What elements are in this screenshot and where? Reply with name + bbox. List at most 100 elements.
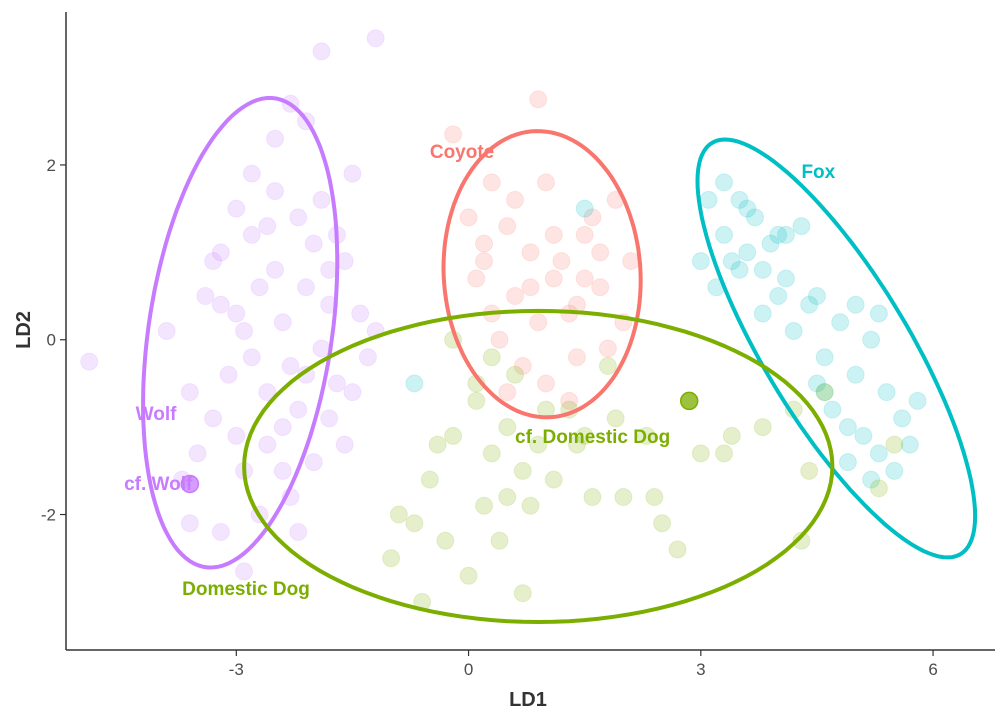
domestic-dog-point <box>792 531 811 550</box>
coyote-point <box>482 173 501 192</box>
cf-domestic-dog-label: cf. Domestic Dog <box>515 427 670 448</box>
domestic-dog-point <box>428 435 447 454</box>
coyote-point <box>498 217 517 236</box>
coyote-point <box>575 269 594 288</box>
fox-point <box>738 243 757 262</box>
fox-point <box>722 252 741 271</box>
domestic-dog-point <box>498 418 517 437</box>
wolf-point <box>250 278 269 297</box>
wolf-point <box>327 374 346 393</box>
y-tick-label: 2 <box>47 156 56 175</box>
wolf-label: Wolf <box>136 404 177 425</box>
domestic-dog-point <box>436 531 455 550</box>
fox-point <box>831 313 850 332</box>
cf-wolf-label: cf. Wolf <box>124 474 193 495</box>
coyote-point <box>475 234 494 253</box>
coyote-point <box>529 90 548 109</box>
coyote-point <box>560 391 579 410</box>
wolf-point <box>289 523 308 542</box>
domestic-dog-point <box>382 549 401 568</box>
domestic-dog-point <box>606 409 625 428</box>
fox-point <box>769 225 788 244</box>
domestic-dog-point <box>389 505 408 524</box>
x-tick-label: -3 <box>229 660 244 679</box>
fox-point <box>792 217 811 236</box>
fox-point <box>807 287 826 306</box>
domestic-dog-point <box>753 418 772 437</box>
fox-point <box>730 260 749 279</box>
fox-point <box>862 330 881 349</box>
fox-point <box>784 322 803 340</box>
coyote-point <box>521 243 540 262</box>
domestic-dog-label: Domestic Dog <box>182 579 310 600</box>
domestic-dog-point <box>475 496 494 515</box>
coyote-point <box>575 225 594 244</box>
coyote-point <box>459 208 478 227</box>
axes: -3 0 3 6 -2 0 2 <box>41 12 995 679</box>
fox-point <box>815 348 834 367</box>
fox-point <box>776 225 795 244</box>
fox-point <box>691 252 710 271</box>
coyote-point <box>598 339 617 358</box>
fox-point <box>846 365 865 384</box>
wolf-point <box>296 278 315 297</box>
wolf-point <box>211 523 230 542</box>
domestic-dog-point <box>529 435 548 454</box>
coyote-point <box>521 278 540 297</box>
domestic-dog-point <box>467 391 486 410</box>
fox-point <box>908 391 927 410</box>
wolf-point <box>235 562 254 581</box>
domestic-dog-point <box>653 514 672 533</box>
wolf-point <box>258 435 277 454</box>
wolf-point <box>258 217 277 236</box>
wolf-point <box>343 164 362 183</box>
fox-point <box>815 383 834 402</box>
coyote-point <box>552 252 571 271</box>
wolf-point <box>351 304 370 323</box>
wolf-point <box>358 348 377 367</box>
domestic-dog-point <box>583 488 602 507</box>
wolf-point <box>180 383 199 402</box>
domestic-dog-point <box>521 496 540 515</box>
wolf-point <box>304 453 323 472</box>
x-axis-title: LD1 <box>509 689 547 711</box>
wolf-point <box>335 435 354 454</box>
wolf-point <box>273 418 292 437</box>
fox-point <box>575 199 594 218</box>
wolf-point <box>204 409 223 428</box>
domestic-dog-point <box>444 426 463 445</box>
fox-point <box>699 190 718 209</box>
points-layer <box>80 29 927 611</box>
wolf-point <box>273 313 292 332</box>
coyote-point <box>498 383 517 402</box>
wolf-point <box>266 182 285 201</box>
domestic-dog-point <box>420 470 439 489</box>
wolf-point <box>235 322 254 340</box>
coyote-point <box>529 313 548 332</box>
coyote-point <box>536 374 555 393</box>
fox-point <box>877 383 896 402</box>
coyote-point <box>591 278 610 297</box>
wolf-point <box>196 287 215 306</box>
fox-point <box>761 234 780 253</box>
domestic-dog-point <box>490 531 509 550</box>
fox-point <box>715 225 734 244</box>
domestic-dog-point <box>482 444 501 463</box>
fox-point <box>807 374 826 393</box>
wolf-point <box>289 400 308 419</box>
fox-point <box>753 304 772 323</box>
domestic-dog-point <box>815 383 834 402</box>
x-tick-label: 6 <box>928 660 937 679</box>
coyote-point <box>567 348 586 367</box>
fox-point <box>769 287 788 306</box>
domestic-dog-point <box>513 584 532 603</box>
fox-point <box>823 400 842 419</box>
wolf-point <box>204 252 223 271</box>
coyote-point <box>544 225 563 244</box>
fox-point <box>900 435 919 454</box>
domestic-dog-point <box>885 435 904 454</box>
coyote-point <box>591 243 610 262</box>
wolf-point <box>242 348 261 367</box>
wolf-point <box>227 426 246 445</box>
wolf-point <box>266 129 285 148</box>
